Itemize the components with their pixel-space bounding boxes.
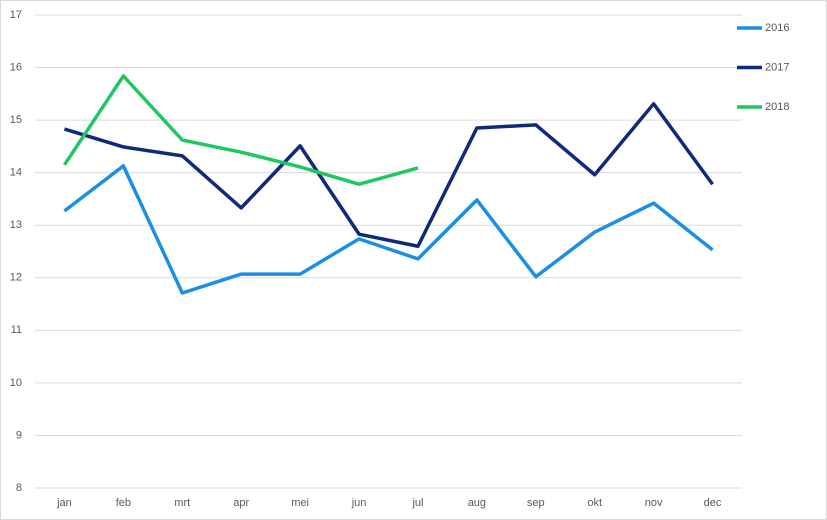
series-line — [62, 74, 419, 186]
y-tick-label: 13 — [10, 219, 22, 231]
x-tick-label: jun — [351, 497, 367, 509]
x-tick-label: aug — [468, 497, 486, 509]
y-tick-label: 11 — [11, 324, 22, 336]
x-tick-label: apr — [233, 497, 249, 509]
x-tick-label: okt — [587, 497, 602, 509]
legend-label: 2017 — [765, 61, 789, 73]
y-tick-label: 15 — [10, 114, 22, 126]
y-tick-label: 16 — [10, 61, 22, 73]
x-tick-label: nov — [645, 497, 663, 509]
x-tick-label: dec — [704, 497, 722, 509]
x-tick-label: jan — [56, 497, 72, 509]
x-tick-label: feb — [116, 497, 131, 509]
x-tick-label: mei — [291, 497, 309, 509]
y-tick-label: 8 — [16, 482, 22, 494]
y-tick-label: 10 — [10, 377, 22, 389]
series-line — [63, 102, 714, 248]
y-tick-label: 9 — [16, 429, 22, 441]
y-tick-label: 12 — [10, 272, 22, 284]
series-line — [63, 164, 714, 295]
x-tick-label: mrt — [174, 497, 190, 509]
y-tick-label: 14 — [10, 167, 22, 179]
legend-label: 2018 — [765, 101, 789, 113]
x-tick-label: sep — [527, 497, 545, 509]
y-tick-label: 17 — [10, 9, 22, 21]
x-tick-label: jul — [411, 497, 423, 509]
legend-label: 2016 — [765, 22, 789, 34]
